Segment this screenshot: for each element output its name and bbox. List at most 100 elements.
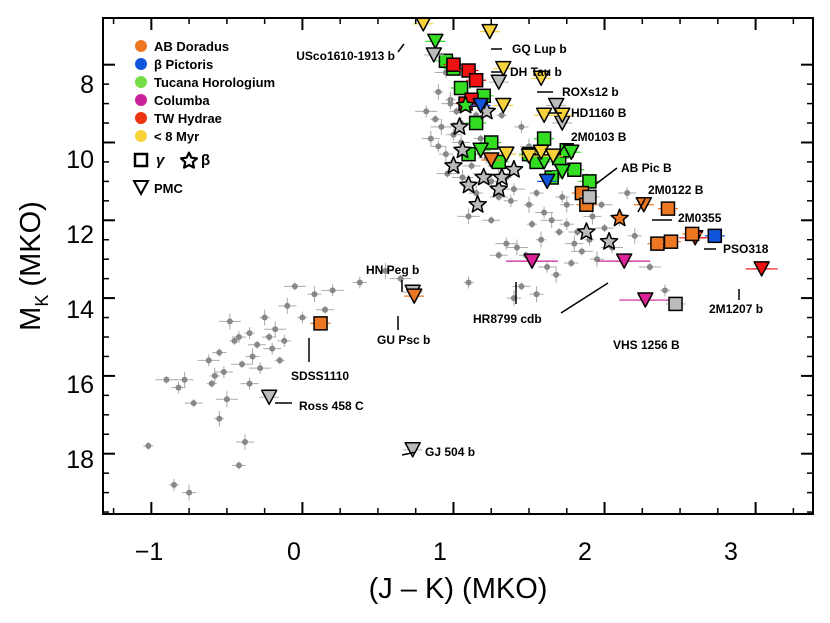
field-point: [145, 442, 152, 449]
tuc-hor-square: [453, 80, 469, 96]
field-point: [459, 174, 466, 181]
field-point: [235, 333, 242, 340]
field-point: [578, 248, 585, 255]
annotation-gj504: GJ 504 b: [425, 445, 475, 459]
field-point: [284, 302, 291, 309]
field-point: [510, 186, 517, 193]
field-point: [382, 267, 389, 274]
field-point: [442, 151, 449, 158]
legend-label-beta-pictoris: β Pictoris: [154, 57, 213, 72]
field-point: [544, 263, 551, 270]
young-triangle: [532, 144, 550, 160]
field-point: [571, 240, 578, 247]
young-triangle: [498, 146, 515, 162]
plot-frame: [102, 17, 814, 515]
ab-dor-square: [684, 226, 700, 242]
field-point: [533, 190, 540, 197]
field-point: [322, 306, 329, 313]
object-markers: [259, 18, 778, 458]
young-triangle: [495, 60, 512, 77]
x-ticks: [112, 18, 795, 514]
annotation-gu-psc: GU Psc b: [377, 333, 430, 347]
field-companion-triangle: [490, 74, 508, 90]
legend-swatch-young: [135, 130, 147, 142]
field-point: [216, 415, 223, 422]
tw-hydrae-square: [446, 57, 461, 72]
legend-label-tw-hydrae: TW Hydrae: [154, 111, 222, 126]
x-tick-label: −1: [135, 538, 164, 566]
annotation-leader-line: [397, 43, 405, 53]
field-point: [186, 489, 193, 496]
x-axis-title: (J – K) (MKO): [369, 573, 548, 605]
field-point: [477, 135, 484, 142]
young-triangle: [535, 107, 553, 124]
beta-pic-triangle: [472, 97, 489, 114]
x-tick-label: 2: [578, 538, 592, 566]
field-point: [498, 112, 505, 119]
legend-label-gamma: γ: [156, 152, 166, 169]
y-axis-title: MK (MKO): [15, 201, 52, 331]
tuc-hor-triangle: [563, 144, 580, 160]
field-point: [423, 108, 430, 115]
annotation-2m0122: 2M0122 B: [648, 183, 704, 197]
field-point: [281, 337, 288, 344]
field-point: [299, 314, 306, 321]
field-point: [646, 263, 653, 270]
field-point: [661, 287, 668, 294]
legend: AB Doradus β Pictoris Tucana Horologium …: [132, 39, 275, 197]
young-triangle: [481, 23, 498, 40]
field-companion-triangle: [425, 47, 443, 63]
beta-star: [468, 194, 487, 213]
field-point: [631, 232, 638, 239]
field-point: [272, 326, 279, 333]
annotation-roxs12: ROXs12 b: [562, 85, 619, 99]
beta-star: [444, 156, 463, 174]
beta-pic-square: [707, 228, 723, 244]
young-triangle: [415, 18, 431, 32]
ab-dor-triangle: [635, 196, 653, 213]
field-point: [175, 384, 182, 391]
field-point: [432, 116, 439, 123]
field-point: [503, 240, 510, 247]
field-point: [257, 365, 264, 372]
field-point: [529, 221, 536, 228]
field-point: [447, 100, 454, 107]
annotation-leader-line: [401, 451, 417, 456]
tuc-hor-square: [582, 174, 597, 189]
tuc-hor-square: [468, 115, 484, 131]
tuc-hor-triangle: [553, 163, 571, 180]
ab-dor-star: [610, 208, 629, 227]
field-point: [216, 349, 223, 356]
field-point: [427, 135, 434, 142]
columba-triangle: [523, 253, 541, 269]
tw-hydrae-triangle: [753, 261, 770, 277]
field-point: [220, 369, 227, 376]
field-point: [242, 439, 248, 446]
y-tick-label: 16: [66, 371, 94, 399]
field-point: [589, 213, 596, 220]
legend-swatch-beta-pictoris: [135, 58, 147, 70]
field-point: [205, 357, 212, 364]
beta-pic-triangle: [538, 173, 556, 190]
legend-label-young: < 8 Myr: [154, 129, 199, 144]
annotation-ab-pic: AB Pic B: [621, 161, 672, 175]
annotation-hn-peg: HN Peg b: [366, 263, 419, 277]
field-point: [266, 333, 273, 340]
field-point: [548, 217, 555, 224]
beta-star: [489, 179, 509, 198]
tw-hydrae-square: [468, 72, 484, 88]
field-companion-square: [668, 296, 683, 312]
tuc-hor-triangle: [472, 142, 489, 159]
annotation-leader-line: [637, 198, 646, 213]
beta-star: [474, 167, 493, 186]
field-point: [488, 178, 495, 185]
y-tick-label: 8: [80, 71, 94, 99]
x-tick-label: 0: [287, 538, 301, 566]
legend-swatch-tw-hydrae: [135, 112, 147, 124]
field-point: [246, 380, 253, 387]
field-point: [235, 462, 242, 469]
y-tick-label: 12: [66, 221, 94, 249]
annotation-vhs1256: VHS 1256 B: [613, 338, 680, 352]
legend-gamma-square-icon: [133, 152, 149, 168]
